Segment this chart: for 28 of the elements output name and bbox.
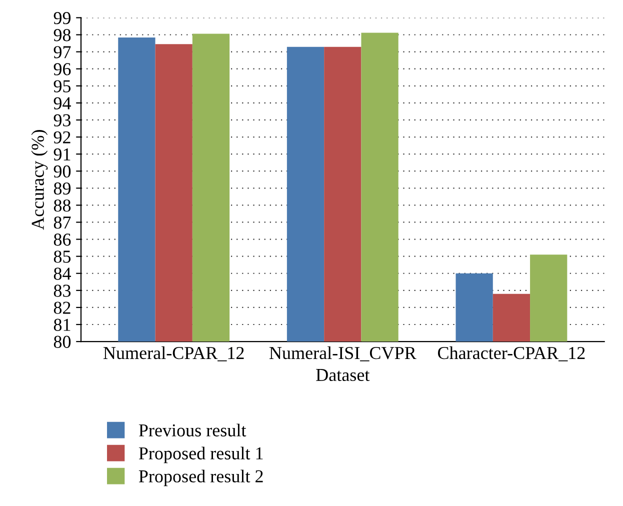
y-tick-label: 91 xyxy=(54,148,70,161)
y-tick-label: 89 xyxy=(54,182,71,195)
legend-label: Previous result xyxy=(138,424,246,436)
legend-label: Proposed result 1 xyxy=(138,446,263,464)
y-axis-title: Accuracy (%) xyxy=(31,130,48,230)
legend-label: Proposed result 2 xyxy=(138,470,263,486)
y-tick-label: 96 xyxy=(54,63,71,76)
y-tick-label: 97 xyxy=(54,46,71,58)
y-tick-label: 82 xyxy=(54,302,70,314)
x-axis-title: Dataset xyxy=(316,369,370,382)
y-tick-label: 83 xyxy=(54,284,71,297)
y-tick-label: 92 xyxy=(54,131,70,144)
y-tick-label: 86 xyxy=(54,234,71,246)
y-tick-label: 93 xyxy=(54,114,71,126)
x-tick-label: Numeral-CPAR_12 xyxy=(103,346,244,362)
y-tick-label: 99 xyxy=(54,12,71,24)
x-tick-label: Character-CPAR_12 xyxy=(438,346,585,362)
y-tick-label: 84 xyxy=(54,268,71,280)
y-tick-label: 85 xyxy=(54,250,71,263)
y-tick-label: 87 xyxy=(54,216,71,229)
y-tick-label: 98 xyxy=(54,29,71,42)
y-tick-label: 80 xyxy=(54,336,71,348)
y-tick-label: 90 xyxy=(54,165,71,178)
x-tick-label: Numeral-ISI_CVPR xyxy=(269,346,416,362)
y-tick-label: 94 xyxy=(54,97,71,110)
y-tick-label: 81 xyxy=(54,318,70,331)
y-tick-label: 95 xyxy=(54,80,71,92)
y-tick-label: 88 xyxy=(54,199,71,212)
